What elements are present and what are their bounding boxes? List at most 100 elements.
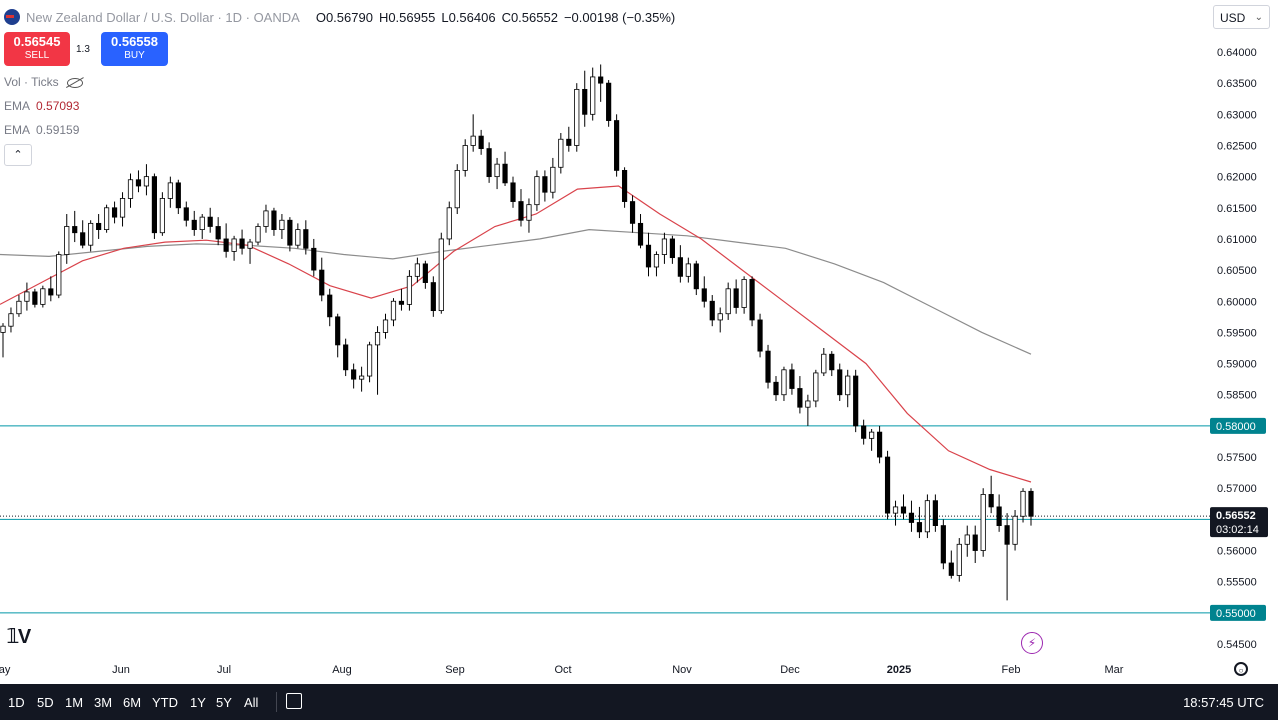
range-3m[interactable]: 3M	[94, 695, 113, 710]
collapse-indicators-button[interactable]: ⌃	[4, 144, 32, 166]
candle-body	[143, 176, 150, 187]
ema-slow-line	[0, 228, 1032, 355]
y-tick-label: 0.59000	[1217, 359, 1257, 371]
candle-body	[677, 257, 683, 277]
candle-body	[637, 222, 644, 246]
candle-body	[518, 201, 524, 221]
x-tick-label: Jun	[112, 664, 130, 676]
y-tick-label: 0.58500	[1217, 390, 1257, 402]
candle-body	[765, 350, 771, 383]
high-label: H	[378, 9, 389, 25]
candle-body	[757, 319, 763, 352]
candle-body	[430, 282, 436, 312]
candle-body	[398, 300, 405, 305]
close-label: C	[501, 9, 511, 25]
settings-icon[interactable]: ○	[1234, 662, 1248, 676]
candle-body	[438, 238, 444, 312]
candle-body	[255, 226, 261, 243]
candle-body	[295, 229, 301, 246]
sell-label: SELL	[24, 50, 50, 61]
lightning-icon[interactable]: ⚡	[1021, 632, 1043, 654]
range-5d[interactable]: 5D	[37, 695, 54, 710]
buy-label: BUY	[124, 50, 145, 61]
ema-fast-indicator[interactable]: EMA 0.57093	[4, 99, 79, 113]
candle-body	[669, 238, 675, 259]
candle-body	[749, 279, 755, 321]
candle-body	[111, 207, 118, 218]
candle-body	[502, 163, 508, 184]
ema-slow-label: EMA	[4, 123, 31, 137]
candle-body	[1028, 490, 1034, 517]
candle-body	[351, 369, 357, 380]
candle-body	[80, 232, 86, 246]
symbol-title[interactable]: New Zealand Dollar / U.S. Dollar · 1D · …	[26, 9, 300, 25]
spread-value: 1.3	[76, 44, 90, 55]
candle-body	[327, 294, 333, 318]
candle-body	[988, 494, 994, 508]
candle-body	[16, 300, 22, 315]
y-tick-label: 0.55500	[1217, 577, 1257, 589]
y-tick-label: 0.64000	[1217, 47, 1257, 59]
buy-price: 0.56558	[111, 34, 158, 49]
candle-body	[96, 222, 102, 231]
candle-body	[924, 500, 930, 533]
calendar-icon[interactable]	[286, 693, 302, 709]
volume-label: Vol · Ticks	[4, 75, 59, 89]
candle-body	[151, 176, 158, 234]
ema-fast-line	[0, 185, 1032, 483]
change-value: −0.00198 (−0.35%)	[563, 9, 676, 25]
candle-body	[693, 263, 699, 290]
candle-body	[940, 525, 946, 564]
bottom-toolbar: 1D 5D 1M 3M 6M YTD 1Y 5Y All 18:57:45 UT…	[0, 684, 1278, 720]
y-tick-label: 0.60000	[1217, 296, 1257, 308]
candle-body	[72, 226, 78, 234]
candle-body	[837, 369, 843, 396]
candle-body	[366, 344, 373, 377]
eye-hidden-icon[interactable]	[66, 77, 83, 88]
candle-body	[797, 388, 803, 408]
utc-clock[interactable]: 18:57:45 UTC	[1183, 695, 1264, 710]
candle-body	[223, 238, 229, 252]
candle-body	[319, 269, 325, 296]
range-1y[interactable]: 1Y	[190, 695, 206, 710]
range-all[interactable]: All	[244, 695, 259, 710]
candle-body	[311, 247, 317, 271]
candle-body	[382, 319, 389, 333]
candle-body	[135, 179, 142, 187]
candle-body	[550, 166, 556, 193]
sell-button[interactable]: 0.56545 SELL	[4, 32, 70, 66]
candle-body	[462, 145, 468, 171]
candle-body	[414, 263, 420, 277]
x-tick-label: Oct	[554, 664, 571, 676]
candle-body	[390, 300, 397, 321]
candle-body	[454, 169, 460, 209]
candle-body	[709, 300, 715, 321]
range-1d[interactable]: 1D	[8, 695, 25, 710]
buy-button[interactable]: 0.56558 BUY	[101, 32, 168, 66]
volume-indicator[interactable]: Vol · Ticks	[4, 75, 83, 89]
price-axis: 0.64000 0.63500 0.63000 0.62500 0.62000 0.615…	[1217, 47, 1257, 651]
ema-slow-indicator[interactable]: EMA 0.59159	[4, 123, 79, 137]
tradingview-logo-icon[interactable]: 𝟙V	[6, 626, 31, 648]
range-6m[interactable]: 6M	[123, 695, 142, 710]
range-5y[interactable]: 5Y	[216, 695, 232, 710]
candle-body	[781, 369, 787, 396]
candle-body	[526, 204, 532, 221]
candle-body	[175, 182, 181, 209]
candle-body	[406, 275, 413, 305]
candle-body	[869, 431, 875, 439]
candle-body	[908, 512, 915, 523]
range-1m[interactable]: 1M	[65, 695, 84, 710]
low-value: 0.56406	[448, 9, 496, 25]
x-tick-label: Sep	[445, 664, 465, 676]
last-price-badge	[1210, 507, 1268, 538]
candle-body	[558, 138, 564, 168]
currency-select[interactable]: USD ⌄	[1213, 5, 1270, 29]
candle-body	[582, 88, 588, 115]
candle-body	[645, 244, 652, 268]
low-label: L	[441, 9, 449, 25]
range-ytd[interactable]: YTD	[152, 695, 178, 710]
candle-body	[861, 425, 867, 439]
candle-body	[127, 179, 134, 199]
